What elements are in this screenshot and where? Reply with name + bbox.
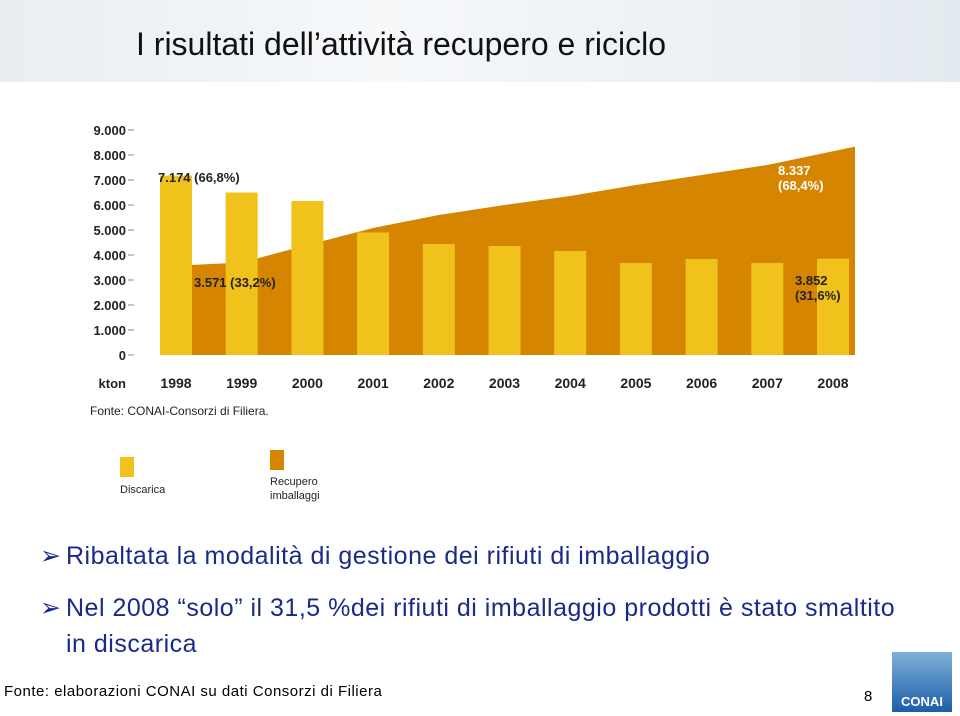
value-label-line: (68,4%)	[778, 178, 824, 193]
x-tick-label: 2006	[686, 375, 717, 391]
bar	[488, 246, 521, 355]
header-band	[0, 0, 960, 82]
bar	[422, 244, 455, 355]
bar	[357, 232, 390, 355]
y-tick-label: 8.000	[93, 148, 126, 163]
y-tick-label: 3.000	[93, 273, 126, 288]
y-tick-label: 2.000	[93, 298, 126, 313]
bar-group	[554, 251, 587, 355]
legend-label-line: Recupero	[270, 476, 318, 488]
y-tick-label: 0	[119, 348, 126, 363]
value-label-line: 3.852	[795, 273, 828, 288]
y-tick-label: 7.000	[93, 173, 126, 188]
value-label-line: 8.337	[778, 163, 811, 178]
bar	[160, 175, 192, 355]
x-tick-label: 2004	[555, 375, 586, 391]
bullet: ➢ Nel 2008 “solo” il 31,5 %dei rifiuti di…	[40, 590, 920, 662]
legend-label: Discarica	[120, 484, 166, 496]
page-number: 8	[864, 688, 873, 705]
footer-source: Fonte: elaborazioni CONAI su dati Consor…	[4, 683, 383, 700]
x-tick-label: 2008	[817, 375, 848, 391]
bullet-text: Nel 2008 “solo” il 31,5 %dei rifiuti di …	[66, 594, 896, 658]
legend-label: Recupero imballaggi	[270, 476, 320, 502]
y-tick-label: 1.000	[93, 323, 126, 338]
y-tick-label: 4.000	[93, 248, 126, 263]
bar	[225, 192, 258, 355]
logo: CONAI	[892, 652, 952, 712]
bullet-text: Ribaltata la modalità di gestione dei ri…	[66, 542, 711, 570]
bar-group	[619, 263, 652, 355]
x-tick-label: 2001	[358, 375, 389, 391]
bar	[291, 201, 324, 355]
y-unit: kton	[99, 376, 127, 391]
slide-title: I risultati dell’attività recupero e ric…	[136, 26, 666, 62]
x-tick-label: 1998	[160, 375, 191, 391]
bullet: ➢ Ribaltata la modalità di gestione dei r…	[40, 538, 920, 574]
y-tick-label: 6.000	[93, 198, 126, 213]
bar-group	[751, 263, 784, 355]
bar	[619, 263, 652, 355]
legend-swatch	[120, 457, 134, 477]
bar-group	[357, 232, 390, 355]
bar-group	[422, 244, 455, 355]
x-tick-label: 2003	[489, 375, 520, 391]
bar	[751, 263, 784, 355]
value-label: 3.571 (33,2%)	[194, 275, 276, 290]
x-tick-label: 2007	[752, 375, 783, 391]
bar-group	[160, 175, 192, 355]
legend-swatch	[270, 450, 284, 470]
bar	[817, 258, 849, 355]
x-tick-label: 1999	[226, 375, 257, 391]
x-tick-label: 2000	[292, 375, 323, 391]
value-label-line: (31,6%)	[795, 288, 841, 303]
x-tick-label: 2002	[423, 375, 454, 391]
legend-label-line: imballaggi	[270, 490, 320, 502]
bar-group	[685, 259, 718, 355]
x-tick-label: 2005	[620, 375, 651, 391]
value-label: 8.337 (68,4%)	[778, 163, 824, 193]
bar	[554, 251, 587, 355]
value-label: 3.852 (31,6%)	[795, 273, 841, 303]
chart-source: Fonte: CONAI-Consorzi di Filiera.	[90, 404, 269, 418]
y-tick-label: 9.000	[93, 123, 126, 138]
bar-group	[488, 246, 521, 355]
bar-group	[817, 258, 849, 355]
chart: 0 1.000 2.000 3.000 4.000 5.000 6.000 7.000 8.00…	[90, 123, 855, 502]
y-tick-label: 5.000	[93, 223, 126, 238]
bar-group	[291, 201, 324, 355]
value-label: 7.174 (66,8%)	[158, 170, 240, 185]
bar-group	[225, 192, 258, 355]
bar	[685, 259, 718, 355]
